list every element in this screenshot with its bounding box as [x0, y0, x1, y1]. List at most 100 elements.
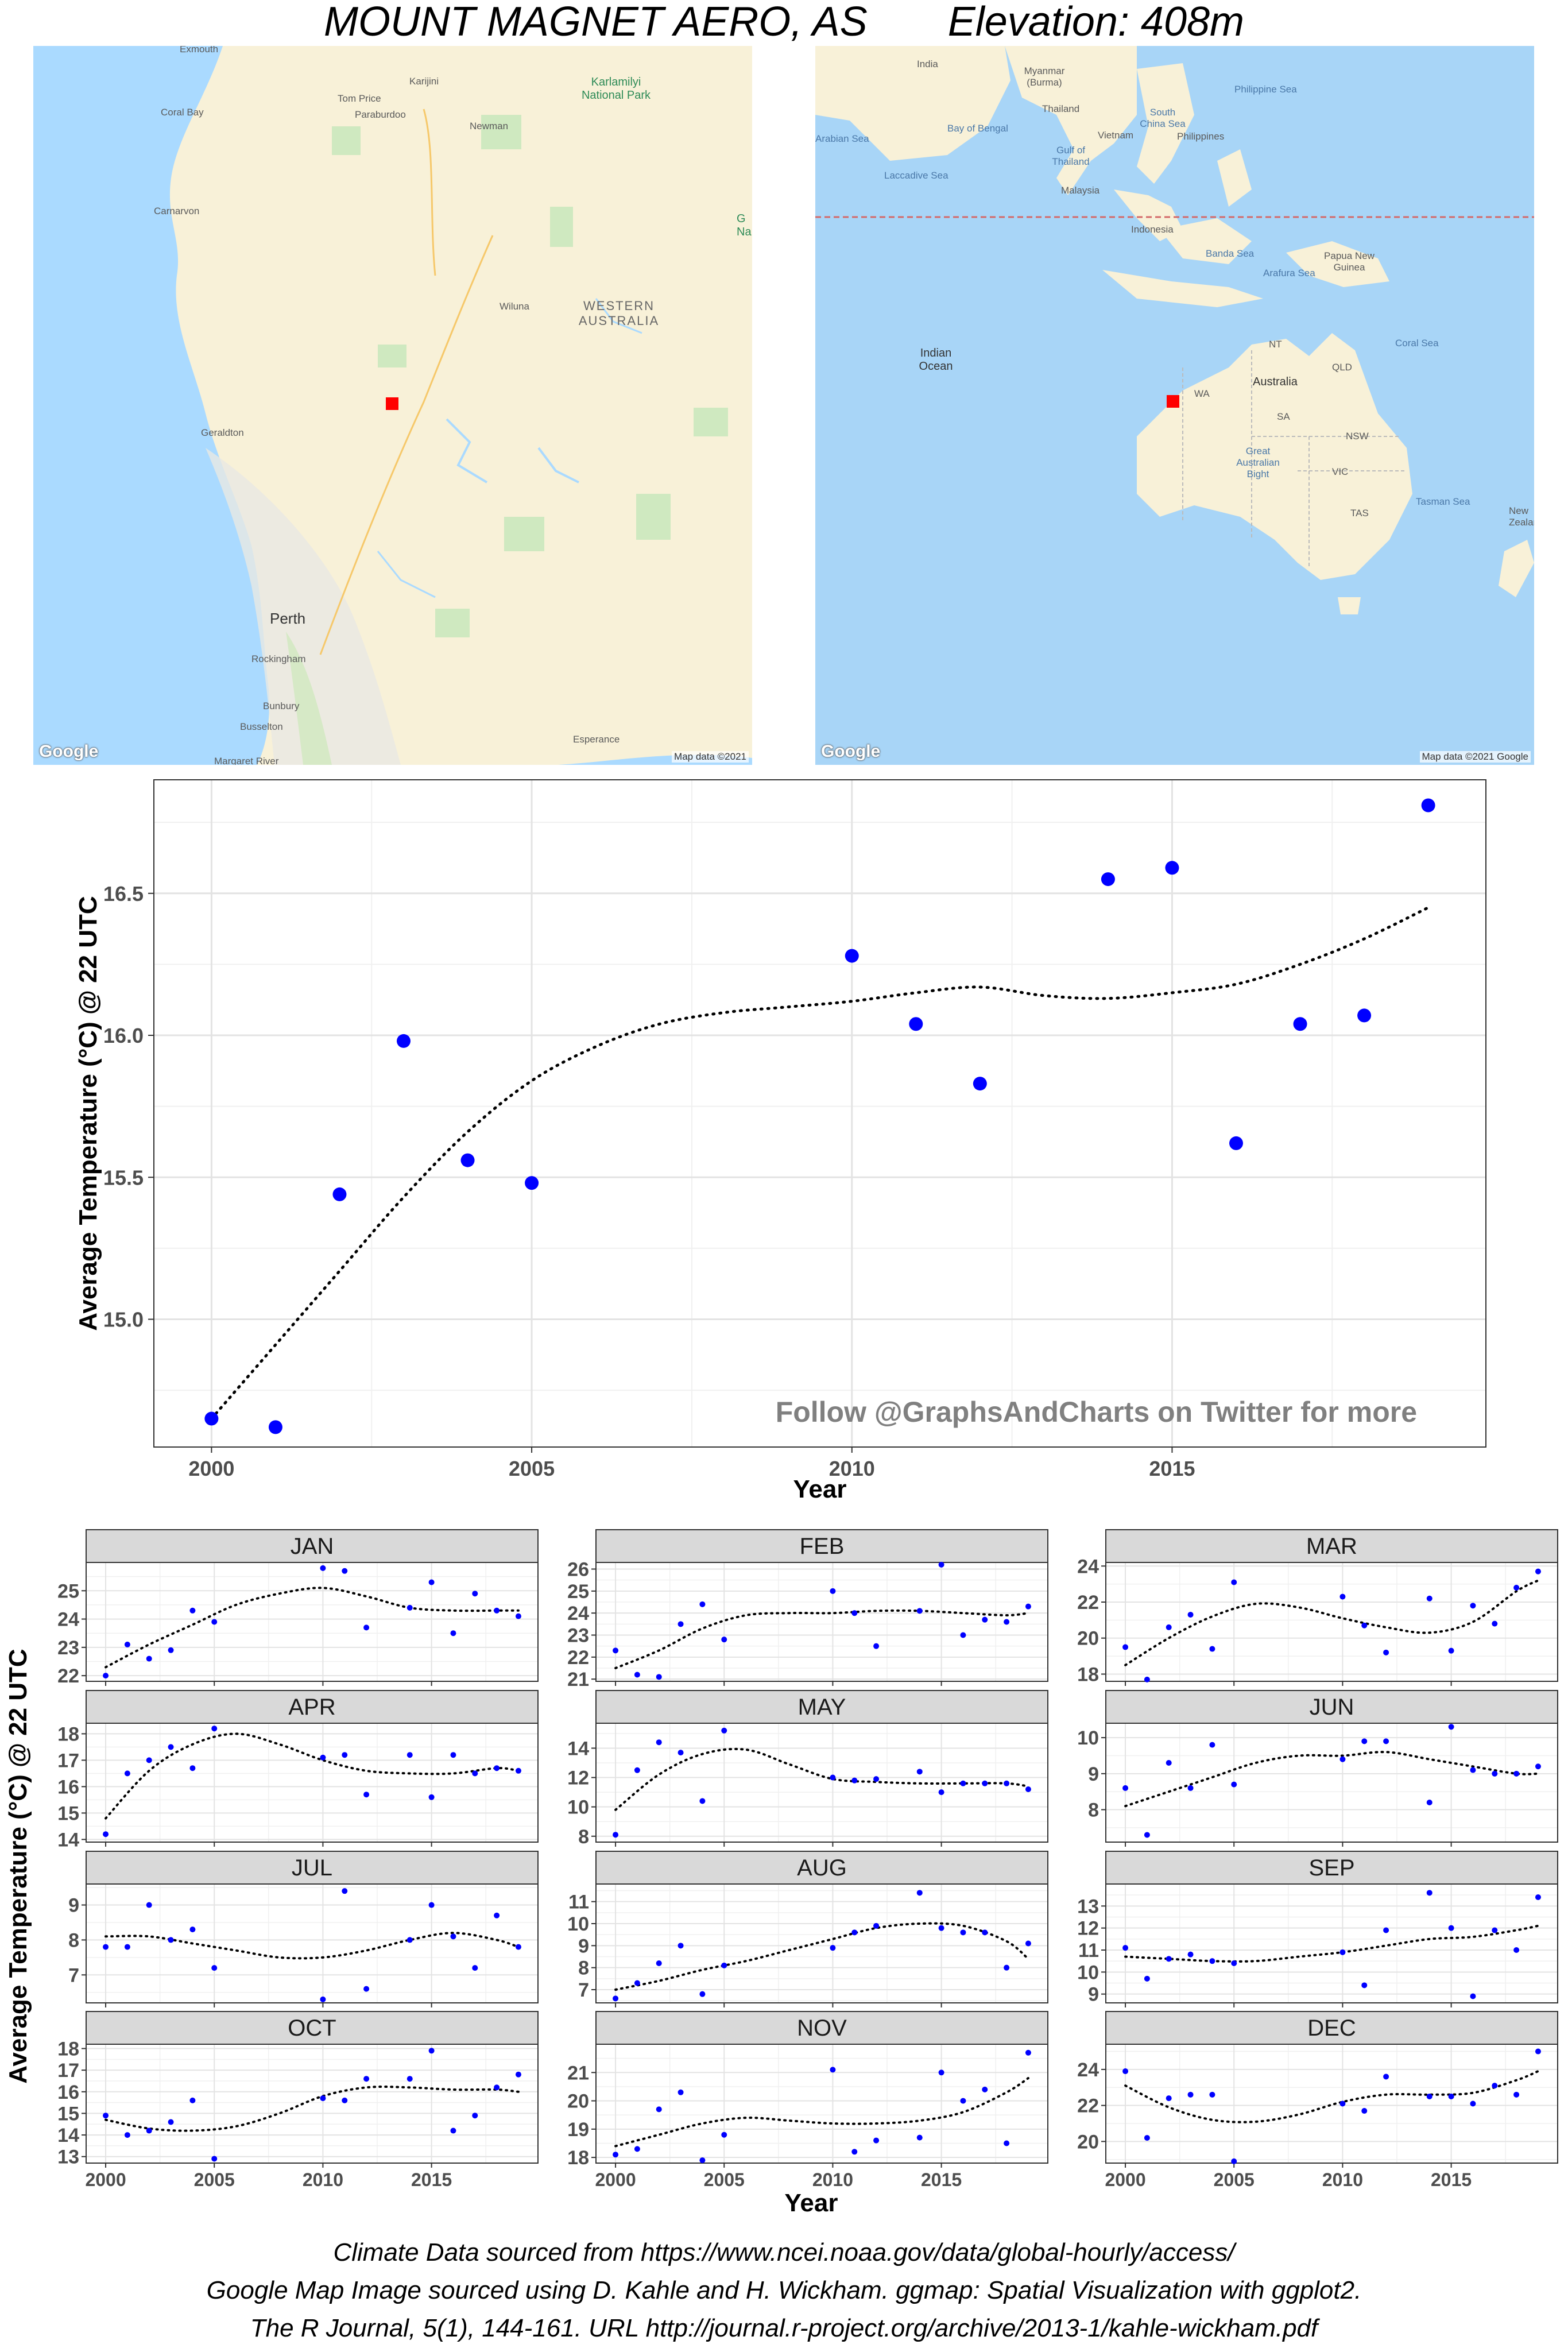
data-point — [168, 1647, 174, 1653]
facet-panel — [596, 2044, 1048, 2163]
credit-line: Google Map Image sourced using D. Kahle … — [206, 2276, 1362, 2304]
data-point — [1144, 1832, 1150, 1838]
data-point — [938, 1925, 944, 1931]
x-tick-label: 2005 — [704, 2009, 745, 2030]
data-point — [342, 1888, 348, 1894]
data-point — [1383, 1649, 1389, 1655]
y-tick-label: 8 — [68, 1929, 79, 1951]
map-label: Australia — [1253, 376, 1298, 388]
y-tick-label: 16.5 — [103, 882, 144, 906]
y-tick-label: 22 — [57, 1665, 79, 1687]
x-tick-label: 2010 — [303, 1848, 343, 1869]
map-label: Thailand — [1042, 103, 1080, 114]
data-point — [938, 1561, 944, 1568]
y-tick-label: 18 — [57, 1723, 79, 1745]
x-tick-label: 2005 — [194, 1848, 235, 1869]
data-point — [1470, 1767, 1476, 1773]
map-label: QLD — [1332, 362, 1352, 373]
data-point — [428, 1579, 435, 1585]
data-point — [1025, 1940, 1031, 1947]
map-label: WESTERN AUSTRALIA — [578, 299, 660, 328]
y-tick-label: 14 — [57, 2125, 79, 2146]
facet-label: JUL — [292, 1855, 332, 1881]
x-tick-label: 2000 — [188, 1457, 234, 1480]
y-tick-label: 15 — [57, 2103, 79, 2125]
data-point — [1025, 2049, 1031, 2056]
data-point — [830, 1588, 836, 1594]
y-tick-label: 18 — [57, 2038, 79, 2060]
facet-label: APR — [288, 1695, 335, 1720]
data-point — [146, 1757, 152, 1763]
y-tick-label: 21 — [567, 1669, 589, 1690]
data-point — [189, 1607, 196, 1614]
data-point — [494, 2084, 500, 2091]
trend-line — [1124, 1579, 1539, 1666]
x-tick-label: 2015 — [921, 2009, 962, 2030]
facet-border — [595, 1883, 1048, 2003]
x-tick-label: 2005 — [194, 1688, 235, 1708]
facet-border — [86, 1883, 539, 2003]
data-point — [1383, 2074, 1389, 2080]
data-point — [332, 1187, 347, 1201]
data-point — [1004, 1780, 1010, 1786]
trend-line — [104, 1932, 520, 1960]
x-tick-label: 2010 — [812, 2009, 853, 2030]
data-point — [189, 2097, 196, 2103]
data-point — [428, 1902, 435, 1908]
data-point — [397, 1034, 411, 1048]
data-point — [146, 2127, 152, 2134]
map-label: Coral Sea — [1395, 338, 1439, 349]
data-point — [1383, 1738, 1389, 1744]
x-tick-label: 2005 — [194, 2009, 235, 2030]
data-point — [634, 1980, 640, 1986]
y-tick-label: 18 — [567, 2147, 589, 2169]
data-point — [320, 1996, 326, 2002]
map-label: Great Australian Bight — [1236, 446, 1280, 479]
map-label: Arabian Sea — [815, 133, 869, 144]
regional-map[interactable]: Exmouth Coral Bay Tom Price Karijini Par… — [33, 46, 752, 765]
x-tick-label: 2005 — [509, 1457, 555, 1480]
data-point — [103, 1831, 109, 1838]
y-tick-label: 22 — [567, 1647, 589, 1669]
data-point — [1492, 1770, 1498, 1777]
data-point — [1122, 1945, 1129, 1951]
data-point — [613, 1832, 619, 1838]
x-tick-label: 2000 — [1105, 2009, 1145, 2030]
facet-y-axis-title: Average Temperature (°C) @ 22 UTC — [4, 1649, 32, 2083]
facet-border — [1105, 1562, 1558, 1682]
data-point — [1166, 1956, 1172, 1962]
x-tick-label: 2015 — [921, 1848, 962, 1869]
data-point — [873, 1643, 880, 1649]
x-tick-label: 2010 — [303, 1688, 343, 1708]
x-tick-label: 2010 — [829, 1457, 875, 1480]
data-point — [1448, 1925, 1454, 1931]
map-label: Geraldton — [201, 427, 244, 438]
data-point — [342, 1752, 348, 1758]
x-tick-label: 2005 — [194, 2169, 235, 2190]
facet-panel — [596, 1723, 1048, 1842]
data-point — [211, 1726, 218, 1732]
y-tick-label: 10 — [567, 1797, 589, 1819]
facet-strip — [1105, 2011, 1558, 2045]
data-point — [1122, 2068, 1129, 2075]
y-tick-label: 13 — [57, 2146, 79, 2168]
y-tick-label: 12 — [567, 1767, 589, 1789]
y-tick-label: 9 — [578, 1935, 589, 1957]
continental-map[interactable]: India Myanmar (Burma) Bay of Bengal Thai… — [815, 46, 1534, 765]
data-point — [1535, 1568, 1541, 1575]
data-point — [656, 1960, 662, 1966]
data-point — [830, 1774, 836, 1781]
x-tick-label: 2015 — [411, 2169, 452, 2190]
station-name: MOUNT MAGNET AERO, AS — [323, 0, 868, 45]
facet-panel — [596, 1884, 1048, 2003]
data-point — [168, 1937, 174, 1943]
facet-label: FEB — [800, 1534, 845, 1559]
x-tick-label: 2000 — [595, 2169, 636, 2190]
data-point — [916, 1769, 923, 1775]
facet-border — [595, 1723, 1048, 1843]
y-axis-title: Average Temperature (°C) @ 22 UTC — [74, 896, 102, 1330]
map-label: Rockingham — [251, 653, 306, 664]
facet-panel — [86, 1562, 538, 1681]
data-point — [1535, 2048, 1541, 2055]
map-label: Papua New Guinea — [1324, 250, 1375, 273]
